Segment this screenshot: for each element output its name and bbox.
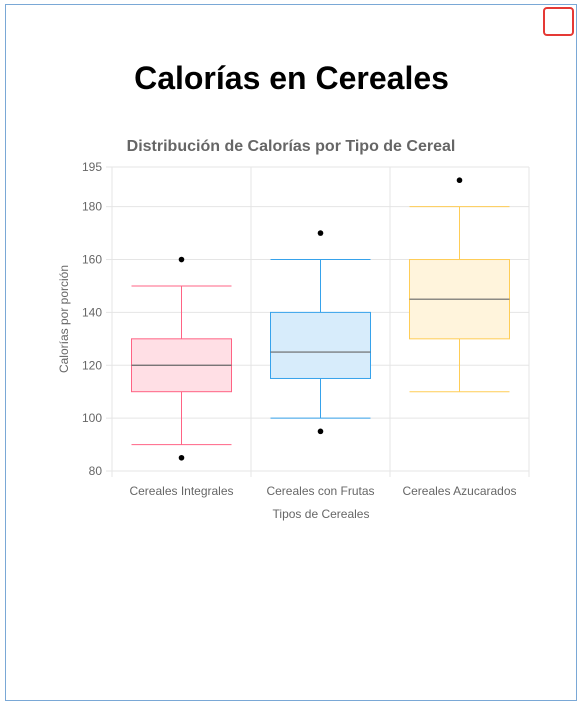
close-icon[interactable] <box>543 7 574 36</box>
outlier-point <box>456 177 463 184</box>
x-tick-label: Cereales Integrales <box>129 484 233 498</box>
x-tick-label: Cereales con Frutas <box>266 484 374 498</box>
y-tick-label: 160 <box>82 253 102 267</box>
y-tick-label: 100 <box>82 411 102 425</box>
outlier-point <box>178 454 185 461</box>
box-group <box>270 230 371 435</box>
y-tick-label: 180 <box>82 200 102 214</box>
outlier-point <box>317 428 324 435</box>
outlier-point <box>178 256 185 263</box>
box-group <box>409 177 510 393</box>
y-tick-label: 120 <box>82 358 102 372</box>
chart-title: Distribución de Calorías por Tipo de Cer… <box>127 138 456 155</box>
x-tick-label: Cereales Azucarados <box>402 484 516 498</box>
outlier-point <box>317 230 324 236</box>
y-tick-label: 140 <box>82 305 102 319</box>
page-title: Calorías en Cereales <box>134 60 449 96</box>
iqr-box <box>270 311 371 379</box>
box-group <box>131 256 232 461</box>
x-axis-label: Tipos de Cereales <box>273 507 370 521</box>
y-tick-label: 80 <box>89 464 103 478</box>
y-axis-label: Calorías por porción <box>57 265 71 373</box>
y-tick-label: 195 <box>82 160 102 174</box>
